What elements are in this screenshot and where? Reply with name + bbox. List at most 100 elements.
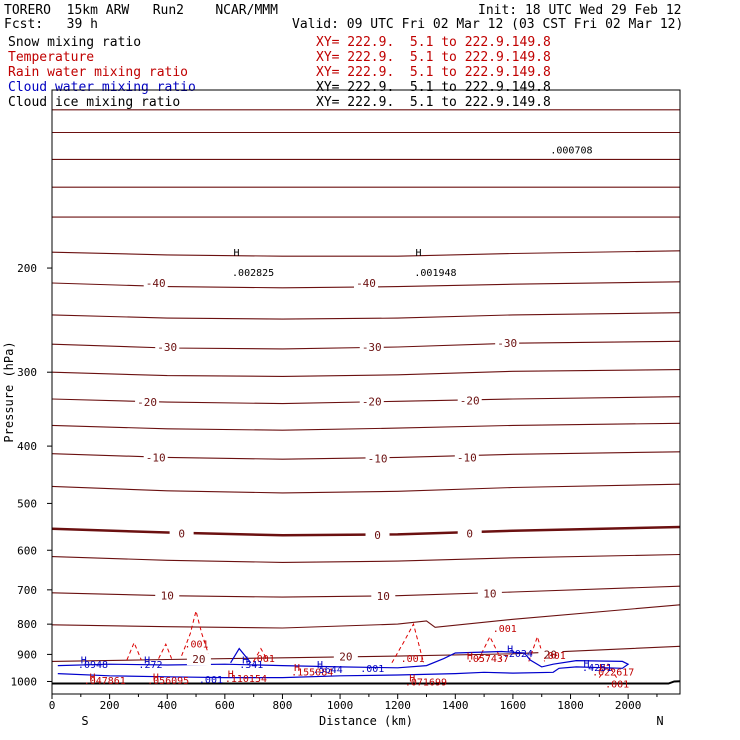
- annotation-27: H: [144, 655, 150, 666]
- temperature-contour-15: [52, 553, 680, 563]
- plot-frame: [51, 89, 681, 695]
- contour-labels: -40 -40 -30 -30 -30 -20 -20 -20 -10 -10 -10 0 0 0 10 10…: [78, 145, 634, 690]
- annotation-6: .001: [493, 624, 517, 635]
- annotation-9: .001: [542, 651, 566, 662]
- annotation-36: .2024: [503, 649, 533, 660]
- label-bg: [135, 396, 160, 409]
- label-bg: [477, 587, 502, 600]
- annotation-22: H: [467, 651, 473, 662]
- legend-temperature: Temperature: [8, 50, 95, 65]
- temperature-label-5: -20: [137, 396, 157, 409]
- label-bg: [457, 394, 482, 407]
- south-label: S: [81, 714, 88, 728]
- label-bg: [155, 341, 180, 354]
- annotation-28: .272: [138, 660, 162, 671]
- x-tick-label-8: 1600: [500, 699, 527, 712]
- axes: 0 200 400 600 800 1000 1200 1400 1600 1800 2000200…: [11, 89, 681, 712]
- temperature-label-2: -30: [157, 341, 177, 354]
- xy-rain: XY= 222.9. 5.1 to 222.9.149.8: [316, 65, 551, 80]
- x-tick-label-9: 1800: [557, 699, 584, 712]
- temperature-label-0: -40: [146, 277, 166, 290]
- annotation-32: .5644: [313, 665, 343, 676]
- y-tick-label-4: 600: [17, 544, 37, 557]
- annotation-21: .057437: [467, 654, 509, 665]
- annotation-26: .0948: [78, 660, 108, 671]
- x-axis-label: Distance (km): [319, 714, 413, 728]
- annotation-5: .001: [185, 639, 209, 650]
- label-bg: [143, 277, 168, 290]
- label-bg: [359, 341, 384, 354]
- temperature-label-3: -30: [362, 341, 382, 354]
- xy-temperature: XY= 222.9. 5.1 to 222.9.149.8: [316, 50, 551, 65]
- annotation-4: .000708: [550, 145, 592, 156]
- legend-snow: Snow mixing ratio: [8, 35, 142, 50]
- y-tick-label-0: 200: [17, 262, 37, 275]
- cloud-water-contours: [57, 647, 630, 679]
- annotation-14: .056095: [147, 676, 189, 687]
- temperature-contour-7: [52, 312, 680, 320]
- label-bg: [495, 337, 520, 350]
- temperature-label-19: 20: [544, 648, 557, 661]
- annotation-37: H: [583, 659, 589, 670]
- rain-contour-4: [391, 622, 425, 664]
- annotation-16: .110154: [225, 674, 267, 685]
- annotation-1: .002825: [232, 268, 274, 279]
- x-tick-label-5: 1000: [327, 699, 354, 712]
- temperature-label-6: -20: [362, 395, 382, 408]
- forecast-hour: Fcst: 39 h: [4, 17, 98, 32]
- label-bg: [359, 395, 384, 408]
- label-bg: [365, 528, 390, 541]
- label-bg: [143, 451, 168, 464]
- label-bg: [333, 650, 358, 663]
- x-tick-label-3: 600: [215, 699, 235, 712]
- temperature-label-1: -40: [356, 277, 376, 290]
- temperature-contour-9: [52, 369, 680, 377]
- rain-contour-3: [253, 647, 269, 662]
- label-bg: [354, 277, 378, 290]
- rain-contour-2: [158, 642, 173, 659]
- annotation-15: H: [228, 670, 234, 681]
- y-tick-label-3: 500: [17, 497, 37, 510]
- annotation-31: H: [317, 660, 323, 671]
- label-bg: [457, 527, 482, 540]
- annotation-34: .001: [199, 675, 223, 686]
- y-tick-label-7: 900: [17, 648, 37, 661]
- rain-contour-0: [181, 610, 210, 656]
- rain-contour-1: [126, 641, 142, 661]
- cloud-water-contour-0: [57, 650, 630, 679]
- x-tick-label-4: 800: [273, 699, 293, 712]
- label-bg: [371, 590, 396, 603]
- y-tick-label-6: 800: [17, 618, 37, 631]
- valid-time: Valid: 09 UTC Fri 02 Mar 12 (03 CST Fri …: [292, 17, 684, 32]
- x-tick-label-10: 2000: [615, 699, 642, 712]
- temperature-label-18: 20: [339, 651, 352, 664]
- annotation-29: H: [242, 655, 248, 666]
- temperature-contour-16: [52, 585, 680, 598]
- annotation-25: H: [81, 655, 87, 666]
- init-time: Init: 18 UTC Wed 29 Feb 12: [478, 3, 682, 18]
- temperature-label-12: 0: [374, 529, 381, 542]
- annotation-2: H: [416, 248, 422, 259]
- terrain-line: [52, 680, 680, 685]
- y-tick-label-5: 700: [17, 584, 37, 597]
- temperature-label-11: 0: [178, 527, 185, 540]
- label-bg: [365, 452, 390, 465]
- annotation-18: .155084: [291, 668, 333, 679]
- annotation-24: .022617: [592, 668, 634, 679]
- label-bg: [186, 653, 211, 666]
- cloud-water-contour-1: [230, 647, 252, 664]
- annotation-30: .341: [239, 660, 263, 671]
- temperature-label-13: 0: [466, 527, 473, 540]
- rain-contour-7: [598, 663, 618, 678]
- temperature-contour-13: [52, 483, 680, 494]
- xy-cloud-ice: XY= 222.9. 5.1 to 222.9.149.8: [316, 95, 551, 110]
- x-tick-label-2: 400: [157, 699, 177, 712]
- temperature-contour-17: [52, 604, 680, 629]
- y-tick-label-2: 400: [17, 440, 37, 453]
- annotation-11: H: [89, 672, 95, 683]
- label-bg: [155, 589, 180, 602]
- xy-cloud-water: XY= 222.9. 5.1 to 222.9.149.8: [316, 80, 551, 95]
- annotation-13: H: [153, 672, 159, 683]
- y-tick-label-1: 300: [17, 366, 37, 379]
- annotation-17: H: [294, 663, 300, 674]
